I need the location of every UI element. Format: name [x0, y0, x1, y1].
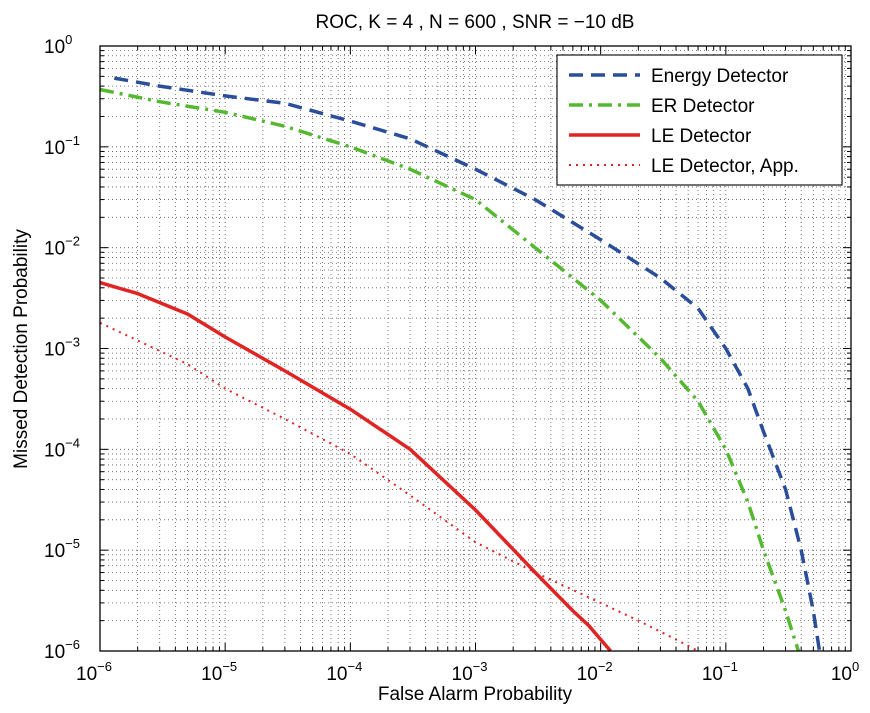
series-line-4	[99, 321, 699, 652]
ticks	[99, 46, 851, 652]
y-tick-label: 10−5	[44, 536, 80, 562]
x-tick-label: 10−3	[452, 659, 488, 685]
y-tick-label: 10−2	[44, 234, 80, 260]
legend-label: LE Detector, App.	[651, 156, 799, 177]
x-tick-label: 10−5	[201, 659, 237, 685]
chart-title: ROC, K = 4 , N = 600 , SNR = −10 dB	[316, 12, 635, 33]
x-axis-label: False Alarm Probability	[378, 684, 573, 705]
series-line-1	[113, 76, 822, 652]
legend: Energy Detector ER Detector LE Detector LE …	[556, 54, 843, 186]
y-axis-label: Missed Detection Probability	[11, 229, 32, 469]
legend-label: LE Detector	[651, 126, 752, 147]
legend-label: ER Detector	[651, 96, 755, 117]
series-layer	[99, 76, 822, 653]
series-line-2	[99, 87, 801, 652]
series-line-3	[99, 280, 612, 653]
legend-label: Energy Detector	[651, 66, 789, 87]
